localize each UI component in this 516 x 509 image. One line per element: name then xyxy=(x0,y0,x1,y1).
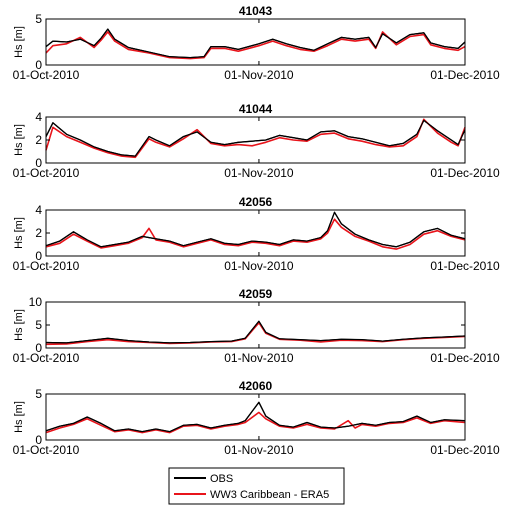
plot-frame xyxy=(45,18,466,66)
y-axis-label: Hs [m] xyxy=(13,26,25,58)
legend-box xyxy=(168,467,345,505)
y-tick-label: 4 xyxy=(35,203,42,217)
y-axis-label: Hs [m] xyxy=(13,309,25,341)
series-line-ww3 xyxy=(45,31,466,60)
x-tick-label: 01-Nov-2010 xyxy=(224,259,294,273)
x-tick-label: 01-Dec-2010 xyxy=(430,443,500,457)
y-axis-label: Hs [m] xyxy=(13,401,25,433)
panel-4: 42060 Hs [m] 0 5 01-Oct-2010 01-Nov-2010 01-De… xyxy=(13,379,500,457)
plot-frame xyxy=(45,393,466,441)
y-tick-label: 5 xyxy=(35,318,42,332)
series-line-ww3 xyxy=(45,118,466,159)
y-tick-label: 10 xyxy=(29,295,43,309)
legend-label-obs: OBS xyxy=(210,473,233,485)
x-tick-label: 01-Dec-2010 xyxy=(430,68,500,82)
y-tick-label: 0 xyxy=(35,433,42,447)
y-tick-label: 5 xyxy=(35,387,42,401)
legend-label-ww3: WW3 Caribbean - ERA5 xyxy=(210,489,329,501)
x-tick-label: 01-Nov-2010 xyxy=(224,443,294,457)
x-tick-label: 01-Dec-2010 xyxy=(430,166,500,180)
panel-title: 42059 xyxy=(239,287,273,301)
x-tick-label: 01-Oct-2010 xyxy=(13,351,80,365)
y-tick-label: 0 xyxy=(35,341,42,355)
x-tick-label: 01-Dec-2010 xyxy=(430,259,500,273)
y-tick-label: 0 xyxy=(35,156,42,170)
series-line-obs-overlay xyxy=(45,211,466,248)
x-tick-label: 01-Dec-2010 xyxy=(430,351,500,365)
x-tick-label: 01-Oct-2010 xyxy=(13,443,80,457)
y-tick-label: 2 xyxy=(35,133,42,147)
panel-title: 41043 xyxy=(239,4,273,18)
series-line-ww3 xyxy=(45,218,466,250)
panel-0: 41043 Hs [m] 0 5 01-Oct-2010 01-Nov-2010 01-De… xyxy=(13,4,500,82)
series-line-obs-overlay xyxy=(45,28,466,59)
panel-3: 42059 Hs [m] 0 5 10 01-Oct-2010 01-Nov-2010 01-… xyxy=(13,287,500,365)
panel-title: 42060 xyxy=(239,379,273,393)
y-tick-label: 0 xyxy=(35,249,42,263)
x-tick-label: 01-Oct-2010 xyxy=(13,68,80,82)
panel-2: 42056 Hs [m] 0 2 4 01-Oct-2010 01-Nov-2010 01-D… xyxy=(13,195,500,273)
panels: 41043 Hs [m] 0 5 01-Oct-2010 01-Nov-2010 01-De… xyxy=(13,4,500,457)
y-axis-label: Hs [m] xyxy=(13,124,25,156)
series-line-ww3 xyxy=(45,411,466,434)
y-tick-label: 4 xyxy=(35,110,42,124)
series-line-obs-overlay xyxy=(45,119,466,157)
y-tick-label: 2 xyxy=(35,226,42,240)
y-axis-label: Hs [m] xyxy=(13,217,25,249)
x-tick-label: 01-Nov-2010 xyxy=(224,166,294,180)
panel-title: 41044 xyxy=(239,102,273,116)
panel-title: 42056 xyxy=(239,195,273,209)
x-tick-label: 01-Nov-2010 xyxy=(224,68,294,82)
legend: OBS WW3 Caribbean - ERA5 xyxy=(168,467,345,505)
x-tick-label: 01-Nov-2010 xyxy=(224,351,294,365)
y-tick-label: 0 xyxy=(35,58,42,72)
series-line-obs-overlay xyxy=(45,320,466,344)
x-tick-label: 01-Oct-2010 xyxy=(13,166,80,180)
x-tick-label: 01-Oct-2010 xyxy=(13,259,80,273)
panel-1: 41044 Hs [m] 0 2 4 01-Oct-2010 01-Nov-2010 01-D… xyxy=(13,102,500,180)
y-tick-label: 5 xyxy=(35,12,42,26)
series-line-obs-overlay xyxy=(45,401,466,433)
